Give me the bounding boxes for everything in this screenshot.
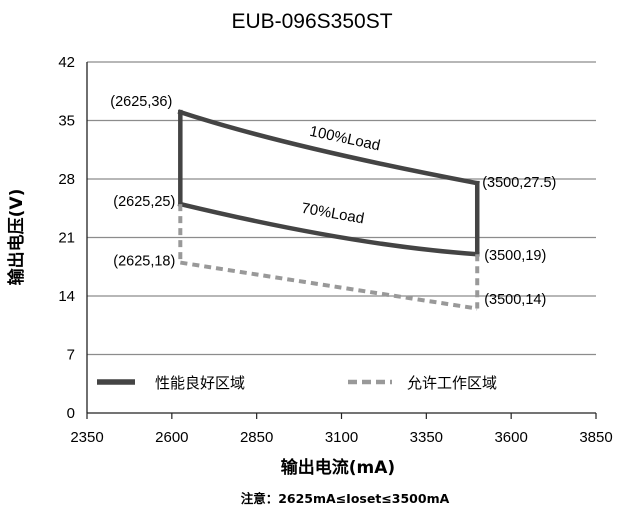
point-labels: (2625,36) (2625,25) (2625,18) (3500,27.5) (3… (110, 94, 556, 308)
x-tick-label: 3350 (410, 429, 443, 446)
legend: 性能良好区域 允许工作区域 (97, 374, 497, 392)
y-tick-label: 14 (58, 288, 75, 305)
axes (86, 62, 597, 419)
x-axis-title: 输出电流(mA) (281, 457, 395, 478)
x-tick-label: 2850 (240, 429, 273, 446)
point-label: (2625,25) (113, 194, 175, 210)
y-axis-title: 输出电压(V) (6, 189, 27, 286)
x-tick-label: 2600 (155, 429, 188, 446)
footnote: 注意：2625mA≤Ioset≤3500mA (241, 491, 450, 506)
point-label: (3500,14) (484, 292, 546, 308)
y-tick-label: 42 (58, 54, 75, 71)
curve-label-70-load: 70%Load (300, 200, 365, 228)
legend-label-allowed: 允许工作区域 (407, 374, 497, 392)
x-tick-label: 3100 (325, 429, 358, 446)
series (177, 109, 480, 311)
legend-label-good: 性能良好区域 (155, 374, 245, 392)
y-tick-label: 21 (58, 230, 75, 247)
series-allowed-lower (180, 260, 478, 311)
y-tick-label: 0 (67, 405, 75, 422)
x-tick-label: 3600 (494, 429, 527, 446)
y-tick-label: 28 (58, 171, 75, 188)
x-tick-label: 3850 (579, 429, 612, 446)
series-70-load (177, 201, 480, 257)
x-tick-labels: 2350 2600 2850 3100 3350 3600 3850 (70, 429, 612, 446)
point-label: (2625,36) (110, 94, 172, 110)
y-tick-label: 7 (67, 347, 75, 364)
y-tick-label: 35 (58, 113, 75, 130)
point-label: (2625,18) (113, 254, 175, 270)
point-label: (3500,27.5) (482, 175, 556, 191)
point-label: (3500,19) (484, 248, 546, 264)
series-100-load (177, 109, 480, 186)
chart-title: EUB-096S350ST (231, 10, 392, 33)
y-tick-labels: 0 7 14 21 28 35 42 (58, 54, 75, 422)
x-tick-label: 2350 (70, 429, 103, 446)
